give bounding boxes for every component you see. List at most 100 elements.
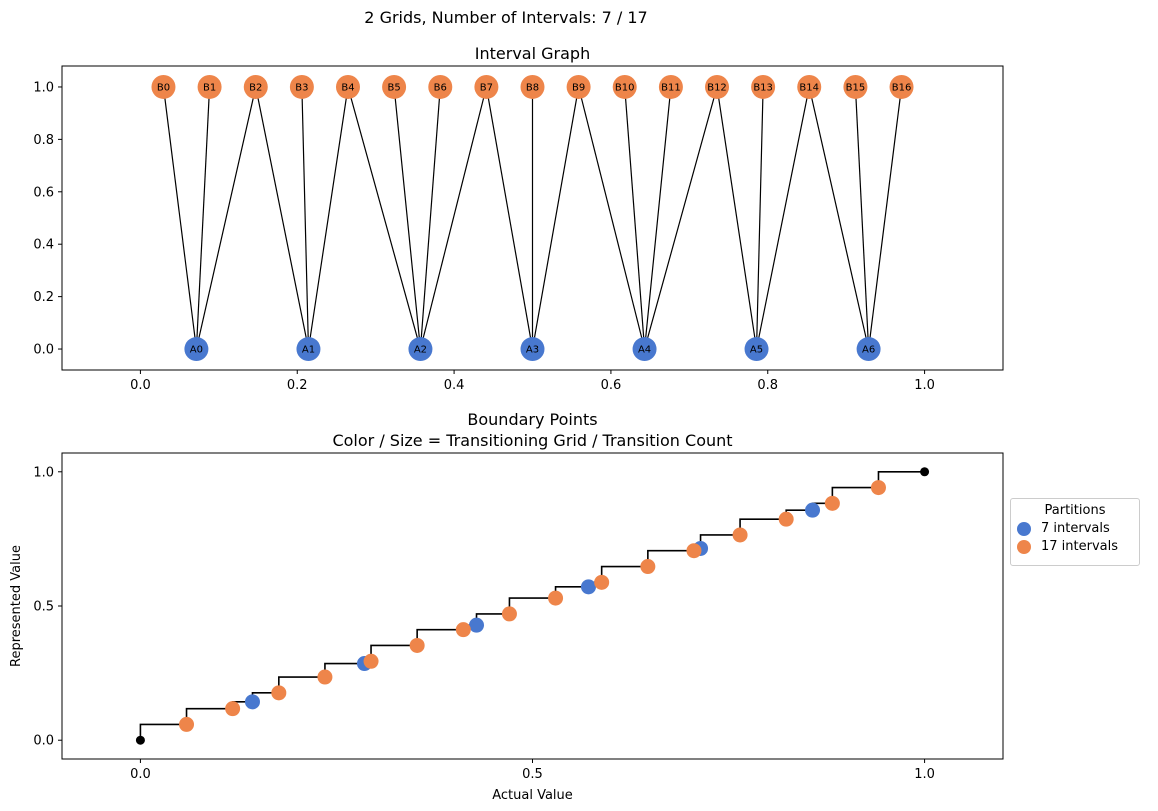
edge [854, 86, 870, 350]
edge [419, 86, 441, 350]
b-node [520, 74, 545, 99]
a-node [184, 337, 209, 362]
point-7-intervals [580, 579, 596, 595]
point-17-intervals [778, 511, 794, 527]
x-tick-label: 0.0 [130, 378, 151, 393]
b-node-label: B3 [295, 82, 308, 93]
b-node [428, 74, 453, 99]
y-tick-label: 0.6 [33, 185, 54, 200]
a-node-label: A3 [526, 345, 539, 356]
x-tick-label: 0.4 [444, 378, 465, 393]
b-node [566, 74, 591, 99]
y-tick-label: 0.0 [33, 343, 54, 358]
a-node [520, 337, 545, 362]
legend-label-17-intervals: 17 intervals [1041, 539, 1119, 554]
legend: Partitions 7 intervals 17 intervals [1010, 498, 1140, 566]
b-node [797, 74, 822, 99]
point-17-intervals [455, 622, 471, 638]
a-node-label: A6 [862, 345, 875, 356]
b-node-label: B2 [249, 82, 262, 93]
b-node-label: B7 [480, 82, 493, 93]
b-node [335, 74, 360, 99]
b-node [751, 74, 776, 99]
b-node-label: B13 [753, 82, 773, 93]
point-7-intervals [244, 694, 260, 710]
edge [393, 86, 422, 350]
edge [195, 86, 211, 350]
x-tick-label: 0.5 [522, 767, 543, 782]
b-node [889, 74, 914, 99]
b-node-label: B10 [615, 82, 635, 93]
b-node [197, 74, 222, 99]
a-node-label: A2 [414, 345, 427, 356]
edge [755, 86, 764, 350]
b-node-label: B5 [387, 82, 400, 93]
edge [531, 86, 580, 350]
panel-title: Interval Graph [475, 44, 590, 63]
y-tick-label: 0.2 [33, 290, 54, 305]
a-node [856, 337, 881, 362]
point-17-intervals [686, 543, 702, 559]
a-node-label: A1 [302, 345, 315, 356]
point-17-intervals [363, 653, 379, 669]
a-node [408, 337, 433, 362]
edge [578, 86, 646, 350]
y-tick-label: 0.5 [33, 600, 54, 615]
x-tick-label: 1.0 [914, 767, 935, 782]
y-axis-title: Represented Value [9, 545, 24, 667]
edge [195, 86, 257, 350]
point-7-intervals [469, 617, 485, 633]
point-17-intervals [409, 637, 425, 653]
y-tick-label: 0.8 [33, 133, 54, 148]
a-node [632, 337, 657, 362]
edge [755, 86, 810, 350]
panel-subtitle: Color / Size = Transitioning Grid / Tran… [332, 431, 732, 450]
b-node-label: B4 [341, 82, 354, 93]
b-node [705, 74, 730, 99]
legend-item-7-intervals: 7 intervals [1017, 521, 1139, 536]
b-node-label: B9 [572, 82, 585, 93]
edge [419, 86, 487, 350]
edge [485, 86, 534, 350]
point-17-intervals [594, 574, 610, 590]
plot-frame [61, 452, 1004, 760]
edge [643, 86, 672, 350]
b-node-label: B16 [892, 82, 912, 93]
edge [307, 86, 349, 350]
y-tick-label: 1.0 [33, 465, 54, 480]
b-node-label: B0 [157, 82, 170, 93]
edge [716, 86, 758, 350]
b-node-label: B11 [661, 82, 681, 93]
b-node-label: B1 [203, 82, 216, 93]
b-node [243, 74, 268, 99]
plot-frame [61, 65, 1004, 371]
edge [347, 86, 422, 350]
edge [643, 86, 718, 350]
figure-title: 2 Grids, Number of Intervals: 7 / 17 [364, 8, 648, 27]
legend-marker-7-intervals [1017, 521, 1031, 536]
b-node-label: B8 [526, 82, 539, 93]
point-17-intervals [640, 559, 656, 575]
point-7-intervals [805, 502, 821, 518]
a-node [296, 337, 321, 362]
endpoint-marker [920, 467, 930, 477]
point-17-intervals [824, 495, 840, 511]
edges [162, 86, 903, 350]
b-node-label: B12 [707, 82, 727, 93]
legend-item-17-intervals: 17 intervals [1017, 539, 1139, 554]
b-node-label: B15 [846, 82, 866, 93]
interval-graph-panel: Interval Graph 0.0 0.2 0.4 0.6 0.8 1.0 0.0 0.2 0.… [33, 44, 1004, 393]
x-tick-label: 0.0 [130, 767, 151, 782]
edge [808, 86, 870, 350]
point-17-intervals [732, 527, 748, 543]
point-17-intervals [317, 669, 333, 685]
point-17-intervals [179, 716, 195, 732]
b-node [612, 74, 637, 99]
edge [867, 86, 903, 350]
a-node-label: A4 [638, 345, 651, 356]
x-tick-label: 1.0 [914, 378, 935, 393]
a-node [744, 337, 769, 362]
b-node [151, 74, 176, 99]
point-17-intervals [271, 685, 287, 701]
